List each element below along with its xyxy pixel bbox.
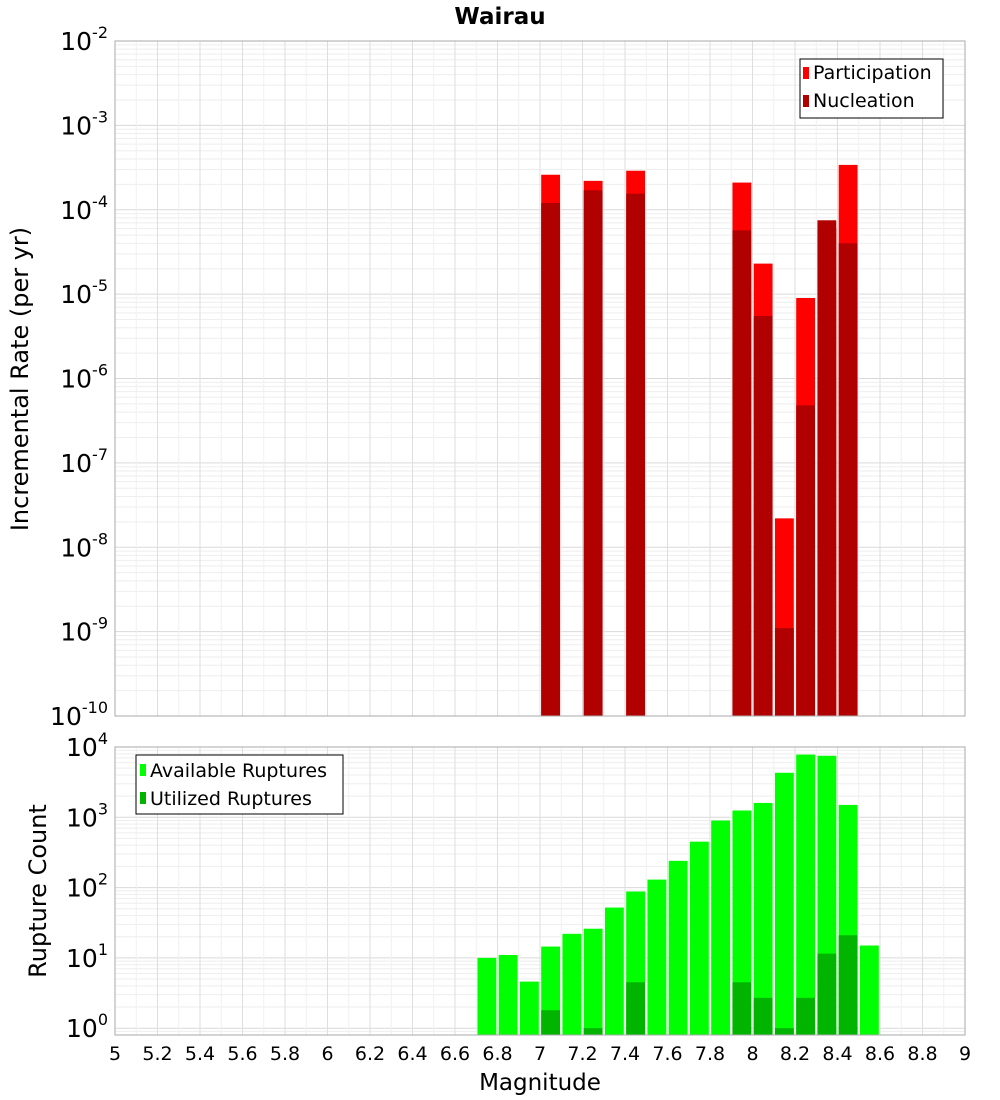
- count-y-tick-label: 104: [66, 729, 108, 762]
- rate-bar-nucleation: [796, 405, 816, 716]
- participation-legend-label: Participation: [813, 62, 932, 84]
- x-tick-label: 6.6: [440, 1043, 470, 1065]
- count-bar-utilized-ruptures: [817, 953, 837, 1035]
- x-tick-label: 7.8: [695, 1043, 725, 1065]
- x-tick-label: 8.8: [907, 1043, 937, 1065]
- count-bar-available-ruptures: [604, 907, 624, 1035]
- count-bar-utilized-ruptures: [796, 997, 816, 1035]
- x-tick-label: 8.6: [865, 1043, 895, 1065]
- rate-bar-nucleation: [753, 316, 773, 716]
- count-bar-available-ruptures: [796, 754, 816, 1035]
- count-y-tick-label: 100: [66, 1010, 108, 1043]
- utilized-legend-label: Utilized Ruptures: [150, 788, 312, 810]
- rate-legend: Participation Nucleation: [799, 58, 944, 119]
- count-plot-frame: [114, 746, 966, 1036]
- count-bar-available-ruptures: [647, 879, 667, 1035]
- x-tick-label: 7.6: [652, 1043, 682, 1065]
- x-tick-label: 6: [321, 1043, 333, 1065]
- rate-bar-nucleation: [541, 203, 561, 716]
- x-tick-label: 8.4: [822, 1043, 852, 1065]
- count-y-tick-label: 102: [66, 870, 108, 903]
- count-bar-utilized-ruptures: [838, 935, 858, 1035]
- rate-y-tick-label: 10-9: [60, 614, 108, 647]
- rate-y-ticks: 10-10 10-9 10-8 10-7 10-6 10-5 10-4 10-3 10-2: [50, 23, 108, 731]
- utilized-legend-swatch: [140, 792, 146, 804]
- rate-y-tick-label: 10-5: [60, 276, 108, 309]
- rate-y-tick-label: 10-6: [60, 361, 108, 394]
- rate-y-tick-label: 10-4: [60, 192, 108, 225]
- rate-bar-nucleation: [732, 230, 752, 716]
- nucleation-legend-swatch: [803, 95, 809, 107]
- rate-y-tick-label: 10-10: [50, 698, 108, 731]
- rate-y-tick-label: 10-3: [60, 107, 108, 140]
- x-tick-label: 5.4: [185, 1043, 215, 1065]
- x-axis-label: Magnitude: [479, 1070, 601, 1096]
- rate-bar-nucleation: [817, 220, 837, 717]
- count-bar-utilized-ruptures: [774, 1028, 794, 1035]
- rate-grid: [114, 40, 966, 717]
- x-axis-ticks: 5 5.2 5.4 5.6 5.8 6 6.2 6.4 6.6 6.8 7 7.2 7.4 7.6 7.8 8…: [109, 1043, 971, 1065]
- count-legend: Available Ruptures Utilized Ruptures: [135, 754, 344, 815]
- count-legend-box: [135, 754, 344, 815]
- count-bar-available-ruptures: [859, 945, 879, 1035]
- x-tick-label: 6.2: [355, 1043, 385, 1065]
- count-bar-available-ruptures: [583, 928, 603, 1035]
- participation-legend-swatch: [803, 67, 809, 79]
- x-tick-label: 5: [109, 1043, 121, 1065]
- x-tick-label: 5.8: [270, 1043, 300, 1065]
- count-bar-available-ruptures: [774, 772, 794, 1035]
- x-tick-label: 8: [746, 1043, 758, 1065]
- rate-plot-frame: [114, 40, 966, 717]
- count-bar-utilized-ruptures: [626, 982, 646, 1035]
- count-bar-available-ruptures: [732, 810, 752, 1035]
- available-legend-swatch: [140, 764, 146, 776]
- count-bar-available-ruptures: [562, 933, 582, 1035]
- rate-panel: 10-10 10-9 10-8 10-7 10-6 10-5 10-4 10-3 10-2 In…: [6, 23, 966, 731]
- count-bars: [477, 754, 879, 1035]
- count-bar-available-ruptures: [668, 860, 688, 1035]
- count-panel: 100 101 102 103 104 Rupture Count Available …: [24, 729, 966, 1043]
- rate-bar-nucleation: [774, 628, 794, 716]
- x-tick-label: 6.8: [482, 1043, 512, 1065]
- count-bar-utilized-ruptures: [753, 997, 773, 1035]
- count-y-tick-label: 101: [66, 940, 108, 973]
- rate-y-tick-label: 10-2: [60, 23, 108, 56]
- count-bar-utilized-ruptures: [583, 1028, 603, 1035]
- x-tick-label: 7.4: [610, 1043, 640, 1065]
- x-tick-label: 5.6: [227, 1043, 257, 1065]
- count-bar-utilized-ruptures: [541, 1010, 561, 1035]
- x-tick-label: 7.2: [567, 1043, 597, 1065]
- rate-bar-nucleation: [626, 193, 646, 716]
- x-tick-label: 8.2: [780, 1043, 810, 1065]
- available-legend-label: Available Ruptures: [150, 760, 327, 782]
- count-y-tick-label: 103: [66, 799, 108, 832]
- rate-bar-nucleation: [583, 190, 603, 716]
- count-bar-available-ruptures: [498, 954, 518, 1035]
- nucleation-legend-label: Nucleation: [813, 90, 915, 112]
- count-bar-available-ruptures: [711, 820, 731, 1035]
- chart-title: Wairau: [454, 4, 545, 30]
- count-y-ticks: 100 101 102 103 104: [66, 729, 108, 1043]
- x-tick-label: 9: [959, 1043, 971, 1065]
- count-bar-available-ruptures: [689, 841, 709, 1035]
- x-tick-label: 5.2: [142, 1043, 172, 1065]
- count-bar-available-ruptures: [753, 802, 773, 1035]
- count-y-axis-label: Rupture Count: [24, 804, 52, 978]
- rate-y-axis-label: Incremental Rate (per yr): [6, 227, 34, 531]
- count-bar-available-ruptures: [477, 957, 497, 1035]
- count-bar-utilized-ruptures: [732, 982, 752, 1035]
- rate-bar-nucleation: [838, 243, 858, 717]
- rate-y-tick-label: 10-7: [60, 445, 108, 478]
- x-tick-label: 7: [534, 1043, 546, 1065]
- rate-y-tick-label: 10-8: [60, 529, 108, 562]
- count-bar-available-ruptures: [519, 981, 539, 1035]
- x-tick-label: 6.4: [397, 1043, 427, 1065]
- rate-legend-box: [799, 58, 944, 119]
- rate-bars: [541, 164, 858, 717]
